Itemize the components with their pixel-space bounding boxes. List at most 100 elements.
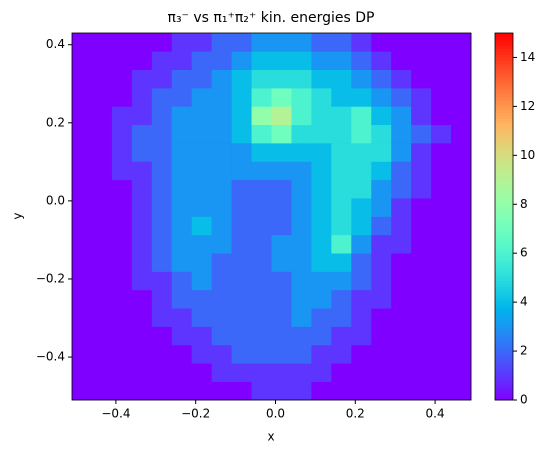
heat-cell [111, 308, 133, 327]
heat-cell [451, 289, 472, 309]
heat-cell [291, 216, 312, 236]
heat-cell [131, 289, 153, 309]
heat-cell [311, 363, 332, 382]
heat-cell [411, 363, 432, 382]
heat-cell [451, 381, 472, 401]
heat-cell [91, 381, 113, 401]
heat-cell [211, 381, 232, 401]
heat-cell [391, 143, 412, 162]
heat-cell [291, 381, 312, 401]
y-tick-label: 0.0 [46, 193, 65, 207]
colorbar-segment [495, 48, 513, 52]
colorbar-segment [495, 384, 513, 389]
colorbar-segment [495, 60, 513, 65]
heat-cell [231, 69, 252, 89]
heat-cell [331, 234, 352, 254]
heat-cell [231, 88, 252, 107]
heat-cell [371, 253, 392, 272]
heat-cell [331, 198, 352, 217]
heat-cell [371, 69, 392, 89]
heat-cell [451, 253, 472, 272]
colorbar-segment [495, 54, 513, 58]
heat-cell [171, 326, 192, 346]
heat-cell [431, 124, 452, 144]
heat-cell [131, 381, 153, 401]
colorbar-segment [495, 97, 513, 101]
heat-cell [291, 106, 312, 126]
heat-cell [211, 88, 232, 107]
heat-cell [251, 308, 272, 327]
heat-cell [72, 69, 93, 89]
colorbar-segment [495, 57, 513, 62]
heat-cell [211, 289, 232, 309]
heat-cell [91, 161, 113, 181]
heat-cell [351, 216, 372, 236]
heat-cell [72, 143, 93, 162]
colorbar-segment [495, 94, 513, 98]
heat-cell [91, 271, 113, 291]
heat-cell [131, 363, 153, 382]
colorbar-segment [495, 302, 513, 306]
colorbar-segment [495, 253, 513, 257]
chart-title: π₃⁻ vs π₁⁺π₂⁺ kin. energies DP [168, 10, 375, 26]
heat-cell [91, 69, 113, 89]
heat-cell [451, 161, 472, 181]
colorbar-segment [495, 292, 513, 297]
colorbar-segment [495, 332, 513, 337]
heat-cell [231, 51, 252, 70]
heat-cell [231, 363, 252, 382]
colorbar-segment [495, 88, 513, 92]
heat-cell [311, 143, 332, 162]
heat-cell [391, 106, 412, 126]
heat-cell [411, 179, 432, 199]
heat-cell [311, 344, 332, 364]
heat-cell [451, 33, 472, 52]
colorbar-segment [495, 115, 513, 120]
heat-cell [291, 271, 312, 291]
heat-cell [271, 106, 292, 126]
colorbar-segment [495, 45, 513, 49]
heat-cell [451, 69, 472, 89]
heat-cell [311, 124, 332, 144]
heat-cell [211, 216, 232, 236]
heat-cell [251, 106, 272, 126]
heat-cell [411, 51, 432, 70]
colorbar-segment [495, 198, 513, 202]
heat-cell [271, 289, 292, 309]
colorbar-tick-label: 8 [520, 197, 528, 211]
heat-cell [91, 363, 113, 382]
heat-cell [271, 179, 292, 199]
heat-cell [271, 308, 292, 327]
heat-cell [431, 308, 452, 327]
heat-cell [211, 124, 232, 144]
heat-cell [231, 161, 252, 181]
colorbar-segment [495, 283, 513, 288]
heat-cell [151, 308, 173, 327]
colorbar-segment [495, 262, 513, 266]
heat-cell [331, 344, 352, 364]
heat-cell [331, 381, 352, 401]
heat-cell [251, 253, 272, 272]
colorbar-segment [495, 100, 513, 104]
heat-cell [411, 124, 432, 144]
colorbar-segment [495, 106, 513, 110]
colorbar-segment [495, 204, 513, 208]
heat-cell [331, 271, 352, 291]
heat-cell [311, 234, 332, 254]
colorbar-segment [495, 317, 513, 321]
colorbar-segment [495, 69, 513, 74]
heat-cell [251, 161, 272, 181]
heat-cell [191, 88, 212, 107]
heat-cell [391, 344, 412, 364]
heat-cell [211, 363, 232, 382]
colorbar-segment [495, 381, 513, 386]
heat-cell [371, 143, 392, 162]
heat-cell [271, 51, 292, 70]
heat-cell [451, 344, 472, 364]
heat-cell [231, 289, 252, 309]
heat-cell [211, 179, 232, 199]
colorbar-segment [495, 363, 513, 367]
heat-cell [111, 143, 133, 162]
colorbar-segment [495, 286, 513, 291]
